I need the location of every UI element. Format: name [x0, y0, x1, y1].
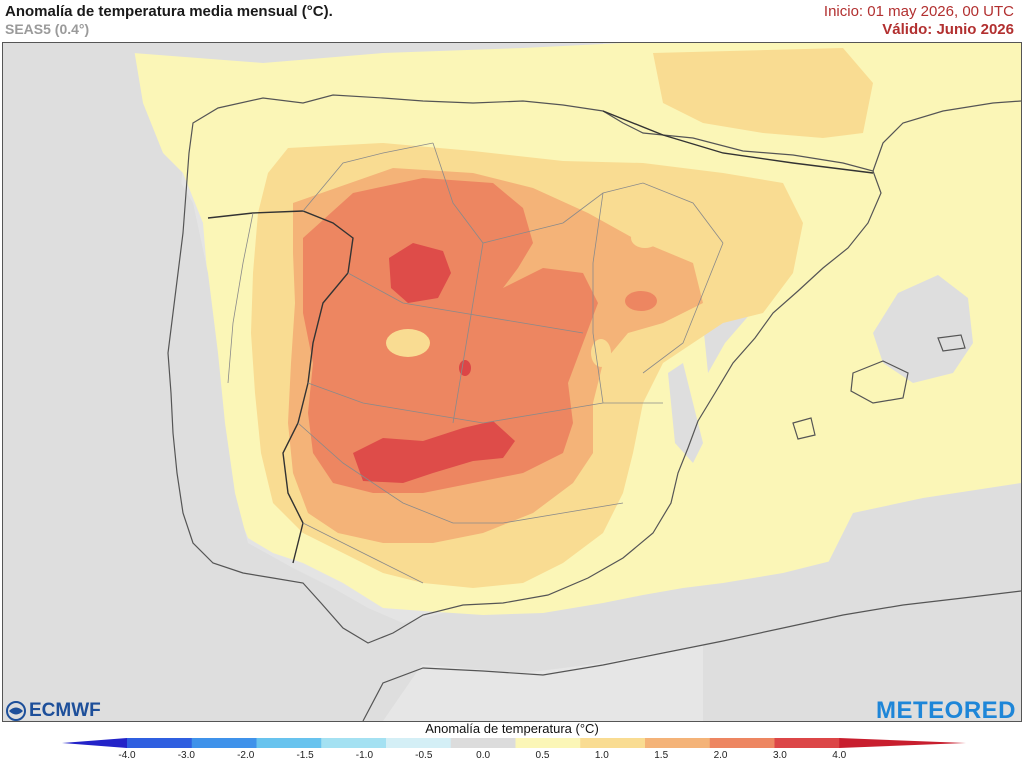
colorbar-tick-label: -1.5 — [296, 750, 314, 761]
anomaly-patch-east — [625, 291, 657, 311]
colorbar-tick-label: 1.5 — [654, 750, 669, 761]
colorbar-segment — [709, 738, 775, 748]
anomaly-map — [2, 42, 1022, 722]
colorbar-segment — [256, 738, 322, 748]
anomaly-hole-2 — [591, 339, 611, 367]
colorbar-tick-label: -2.0 — [237, 750, 255, 761]
meteored-logo: METEORED — [875, 697, 1016, 724]
anomaly-hole-4 — [386, 329, 430, 357]
anomaly-zone-3-0-south — [353, 421, 515, 483]
colorbar-tick-label: -1.0 — [355, 750, 374, 761]
neutral-sea-east — [703, 483, 1021, 721]
colorbar-segment — [774, 738, 840, 748]
colorbar-tick-label: 0.5 — [535, 750, 550, 761]
anomaly-zone-1-0-north — [653, 48, 873, 138]
anomaly-zone-2-0 — [303, 178, 598, 493]
ecmwf-logo-icon — [6, 701, 26, 721]
colorbar-segment — [191, 738, 257, 748]
map-title: Anomalía de temperatura media mensual (°… — [5, 3, 333, 20]
anomaly-zone-3-0-north — [389, 243, 451, 303]
colorbar-arrow-left — [62, 738, 127, 748]
init-date: Inicio: 01 may 2026, 00 UTC — [823, 3, 1014, 20]
colorbar-tick-label: -0.5 — [415, 750, 433, 761]
coastlines — [167, 94, 1021, 721]
region-borders — [227, 142, 724, 584]
colorbar-segment — [127, 738, 193, 748]
colorbar — [62, 738, 966, 748]
colorbar-segment — [386, 738, 452, 748]
colorbar-segment — [580, 738, 646, 748]
country-borders — [207, 110, 874, 564]
colorbar-tick-label: -4.0 — [118, 750, 136, 761]
valid-period: Válido: Junio 2026 — [882, 21, 1014, 38]
colorbar-tick-label: -3.0 — [177, 750, 195, 761]
colorbar-title: Anomalía de temperatura (°C) — [425, 721, 599, 736]
colorbar-tick-label: 4.0 — [832, 750, 847, 761]
colorbar-tick-label: 3.0 — [772, 750, 787, 761]
neutral-sureste — [668, 363, 703, 463]
colorbar-segment — [450, 738, 516, 748]
neutral-atlantic — [3, 43, 423, 721]
colorbar-tick-label: 2.0 — [713, 750, 728, 761]
model-label: SEAS5 (0.4°) — [5, 21, 90, 37]
colorbar-segment — [515, 738, 581, 748]
neutral-balearic-sea — [873, 275, 973, 383]
colorbar-tick-label: 0.0 — [476, 750, 491, 761]
colorbar-arrow-right — [839, 738, 966, 748]
map-canvas — [3, 43, 1021, 721]
colorbar-tick-label: 1.0 — [594, 750, 609, 761]
anomaly-zone-3-0-center — [459, 360, 471, 376]
ecmwf-logo-text: ECMWF — [29, 700, 101, 721]
ecmwf-logo: ECMWF — [6, 700, 101, 722]
colorbar-segment — [321, 738, 387, 748]
colorbar-segment — [645, 738, 711, 748]
anomaly-hole-1 — [631, 228, 659, 248]
